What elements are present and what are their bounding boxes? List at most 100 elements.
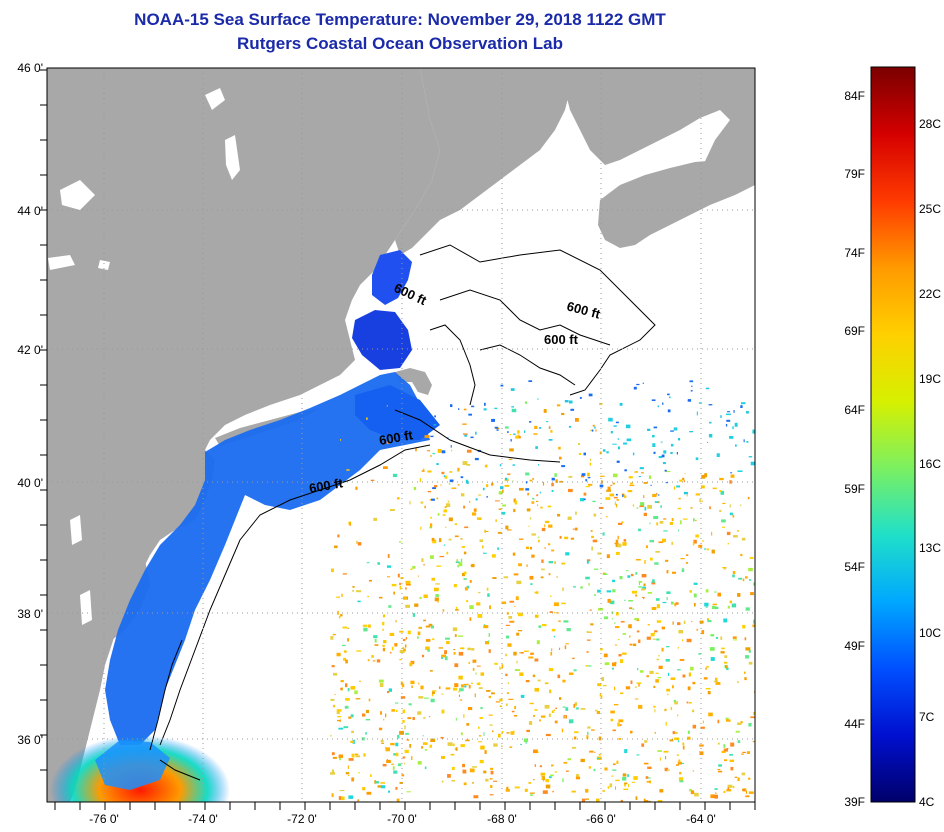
sst-speckle	[352, 687, 354, 690]
sst-speckle	[340, 614, 343, 617]
sst-speckle	[331, 769, 334, 774]
sst-speckle	[602, 449, 606, 452]
sst-speckle	[704, 473, 708, 478]
sst-speckle	[336, 710, 340, 715]
sst-speckle	[501, 745, 503, 748]
sst-speckle	[689, 590, 692, 593]
sst-speckle	[616, 460, 620, 463]
sst-speckle	[479, 717, 483, 719]
sst-speckle	[670, 706, 673, 711]
sst-speckle	[722, 526, 725, 528]
sst-speckle	[362, 624, 368, 627]
land-nova-scotia	[598, 158, 755, 248]
sst-speckle	[491, 482, 494, 486]
sst-speckle	[551, 764, 554, 767]
sst-speckle	[593, 768, 596, 772]
sst-speckle	[587, 472, 590, 477]
sst-speckle	[386, 565, 392, 568]
sst-speckle	[674, 737, 680, 741]
sst-speckle	[741, 402, 746, 405]
sst-speckle	[541, 624, 547, 627]
sst-speckle	[444, 506, 447, 509]
sst-speckle	[453, 652, 456, 655]
sst-speckle	[707, 619, 712, 623]
sst-speckle	[647, 777, 651, 779]
sst-speckle	[347, 765, 349, 769]
sst-speckle	[715, 792, 717, 794]
land-us-mainland	[47, 68, 440, 802]
sst-speckle	[721, 519, 726, 523]
sst-speckle	[671, 518, 674, 522]
sst-speckle	[392, 473, 398, 478]
sst-speckle	[623, 788, 629, 790]
sst-speckle	[500, 486, 504, 490]
sst-speckle	[607, 486, 611, 491]
sst-speckle	[639, 505, 645, 508]
sst-speckle	[495, 701, 500, 703]
sst-speckle	[380, 785, 386, 789]
sst-speckle	[638, 704, 643, 709]
sst-speckle	[551, 710, 555, 713]
sst-speckle	[395, 620, 397, 623]
sst-speckle	[654, 630, 658, 633]
sst-speckle	[454, 683, 459, 687]
sst-speckle	[424, 435, 430, 438]
sst-speckle	[513, 508, 516, 513]
sst-speckle	[561, 562, 566, 565]
sst-speckle	[639, 467, 644, 470]
sst-speckle	[724, 759, 728, 762]
sst-speckle	[355, 486, 358, 490]
sst-speckle	[450, 404, 453, 407]
sst-speckle	[732, 426, 734, 430]
lon-label-76: -76 0'	[89, 812, 119, 826]
sst-speckle	[634, 618, 639, 621]
sst-speckle	[488, 633, 490, 637]
sst-speckle	[466, 600, 469, 603]
sst-speckle	[458, 694, 460, 697]
sst-speckle	[417, 761, 422, 765]
sst-speckle	[611, 667, 614, 670]
sst-speckle	[361, 737, 365, 741]
sst-speckle	[515, 596, 519, 601]
sst-speckle	[695, 534, 699, 538]
sst-speckle	[483, 624, 486, 626]
sst-speckle	[551, 549, 555, 552]
sst-speckle	[562, 587, 564, 592]
sst-speckle	[512, 464, 516, 466]
sst-speckle	[636, 754, 640, 756]
sst-speckle	[348, 716, 352, 719]
sst-speckle	[356, 590, 362, 593]
sst-speckle	[382, 644, 385, 647]
sst-speckle	[492, 577, 497, 579]
sst-speckle	[330, 698, 335, 701]
sst-speckle	[725, 717, 729, 720]
sst-speckle	[597, 552, 602, 555]
sst-speckle	[667, 672, 670, 676]
sst-speckle	[673, 731, 678, 734]
sst-speckle	[460, 538, 463, 540]
sst-speckle	[476, 665, 481, 667]
land-delmarva	[112, 545, 150, 640]
sst-speckle	[453, 584, 457, 588]
sst-speckle	[469, 605, 474, 610]
sst-speckle	[669, 396, 671, 399]
sst-speckle	[334, 694, 336, 695]
sst-speckle	[632, 504, 635, 507]
sst-speckle	[487, 593, 490, 597]
sst-speckle	[603, 573, 608, 575]
sst-speckle	[726, 719, 731, 722]
sst-speckle	[561, 412, 565, 416]
sst-speckle	[336, 709, 342, 712]
sst-speckle	[594, 426, 596, 429]
sst-speckle	[463, 683, 469, 686]
sst-speckle	[524, 788, 528, 792]
sst-speckle	[523, 738, 528, 743]
sst-speckle	[430, 435, 434, 438]
sst-speckle	[438, 647, 444, 649]
sst-speckle	[614, 644, 618, 646]
sst-speckle	[465, 739, 470, 742]
sst-speckle	[646, 675, 649, 678]
sst-speckle	[530, 652, 534, 655]
sst-speckle	[692, 709, 695, 713]
sst-speckle	[569, 400, 573, 404]
